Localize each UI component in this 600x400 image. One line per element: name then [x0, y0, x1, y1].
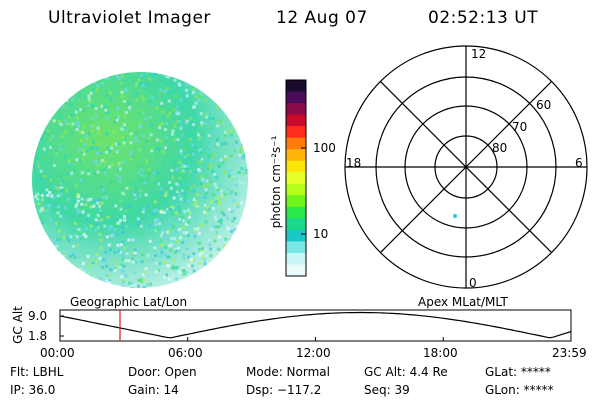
- colorbar-band: [286, 126, 306, 139]
- colorbar-band: [286, 206, 306, 219]
- colorbar-band: [286, 195, 306, 208]
- door-status: Door: Open: [128, 365, 197, 379]
- colorbar-band: [286, 241, 306, 254]
- mlat-label-70: 70: [512, 120, 528, 134]
- mlt-label-6: 6: [575, 156, 583, 170]
- geographic-label: Geographic Lat/Lon: [70, 295, 188, 309]
- colorbar-band: [286, 160, 306, 173]
- gc-alt-min: 1.8: [28, 329, 48, 343]
- mlat-label-80: 80: [492, 141, 508, 155]
- apex-label: Apex MLat/MLT: [418, 295, 508, 309]
- dsp-status: Dsp: −117.2: [246, 383, 322, 397]
- colorbar-label-100: 100: [313, 141, 336, 155]
- gc-alt-axis-label: GC Alt: [11, 306, 25, 344]
- mlt-label-0: 0: [469, 276, 477, 290]
- seq-status: Seq: 39: [364, 383, 410, 397]
- time-tick-1200: 12:00: [296, 346, 331, 360]
- colorbar-band: [286, 114, 306, 127]
- observation-time: 02:52:13 UT: [428, 8, 539, 28]
- colorbar-band: [286, 91, 306, 104]
- mlat-label-60: 60: [536, 98, 552, 112]
- colorbar-band: [286, 183, 306, 196]
- ip-status: IP: 36.0: [10, 383, 56, 397]
- colorbar-unit-label: photon cm⁻²s⁻¹: [269, 135, 283, 229]
- gc-alt-max: 9.0: [28, 309, 48, 323]
- observation-date: 12 Aug 07: [276, 8, 368, 28]
- time-tick-1800: 18:00: [423, 346, 458, 360]
- mlt-label-12: 12: [471, 47, 487, 61]
- glat-status: GLat: *****: [485, 365, 551, 379]
- filter-status: Flt: LBHL: [10, 365, 64, 379]
- mode-status: Mode: Normal: [246, 365, 330, 379]
- time-tick-2359: 23:59: [552, 346, 587, 360]
- mlt-label-18: 18: [346, 156, 362, 170]
- intensity-colorbar: [286, 80, 306, 277]
- colorbar-label-10: 10: [313, 227, 329, 241]
- instrument-title: Ultraviolet Imager: [48, 8, 211, 28]
- gc-alt-status: GC Alt: 4.4 Re: [364, 365, 448, 379]
- auroral-image-disk: [32, 72, 248, 288]
- gain-status: Gain: 14: [128, 383, 179, 397]
- magnetic-polar-dial: [344, 45, 588, 289]
- colorbar-band: [286, 137, 306, 150]
- altitude-plot: [59, 309, 572, 342]
- colorbar-band: [286, 264, 306, 277]
- auroral-spot-marker: [453, 214, 457, 218]
- colorbar-band: [286, 218, 306, 231]
- colorbar-band: [286, 252, 306, 265]
- colorbar-band: [286, 103, 306, 116]
- colorbar-band: [286, 229, 306, 242]
- glon-status: GLon: *****: [485, 383, 554, 397]
- time-tick-0600: 06:00: [168, 346, 203, 360]
- colorbar-band: [286, 149, 306, 162]
- colorbar-band: [286, 172, 306, 185]
- time-tick-0000: 00:00: [40, 346, 75, 360]
- colorbar-band: [286, 80, 306, 93]
